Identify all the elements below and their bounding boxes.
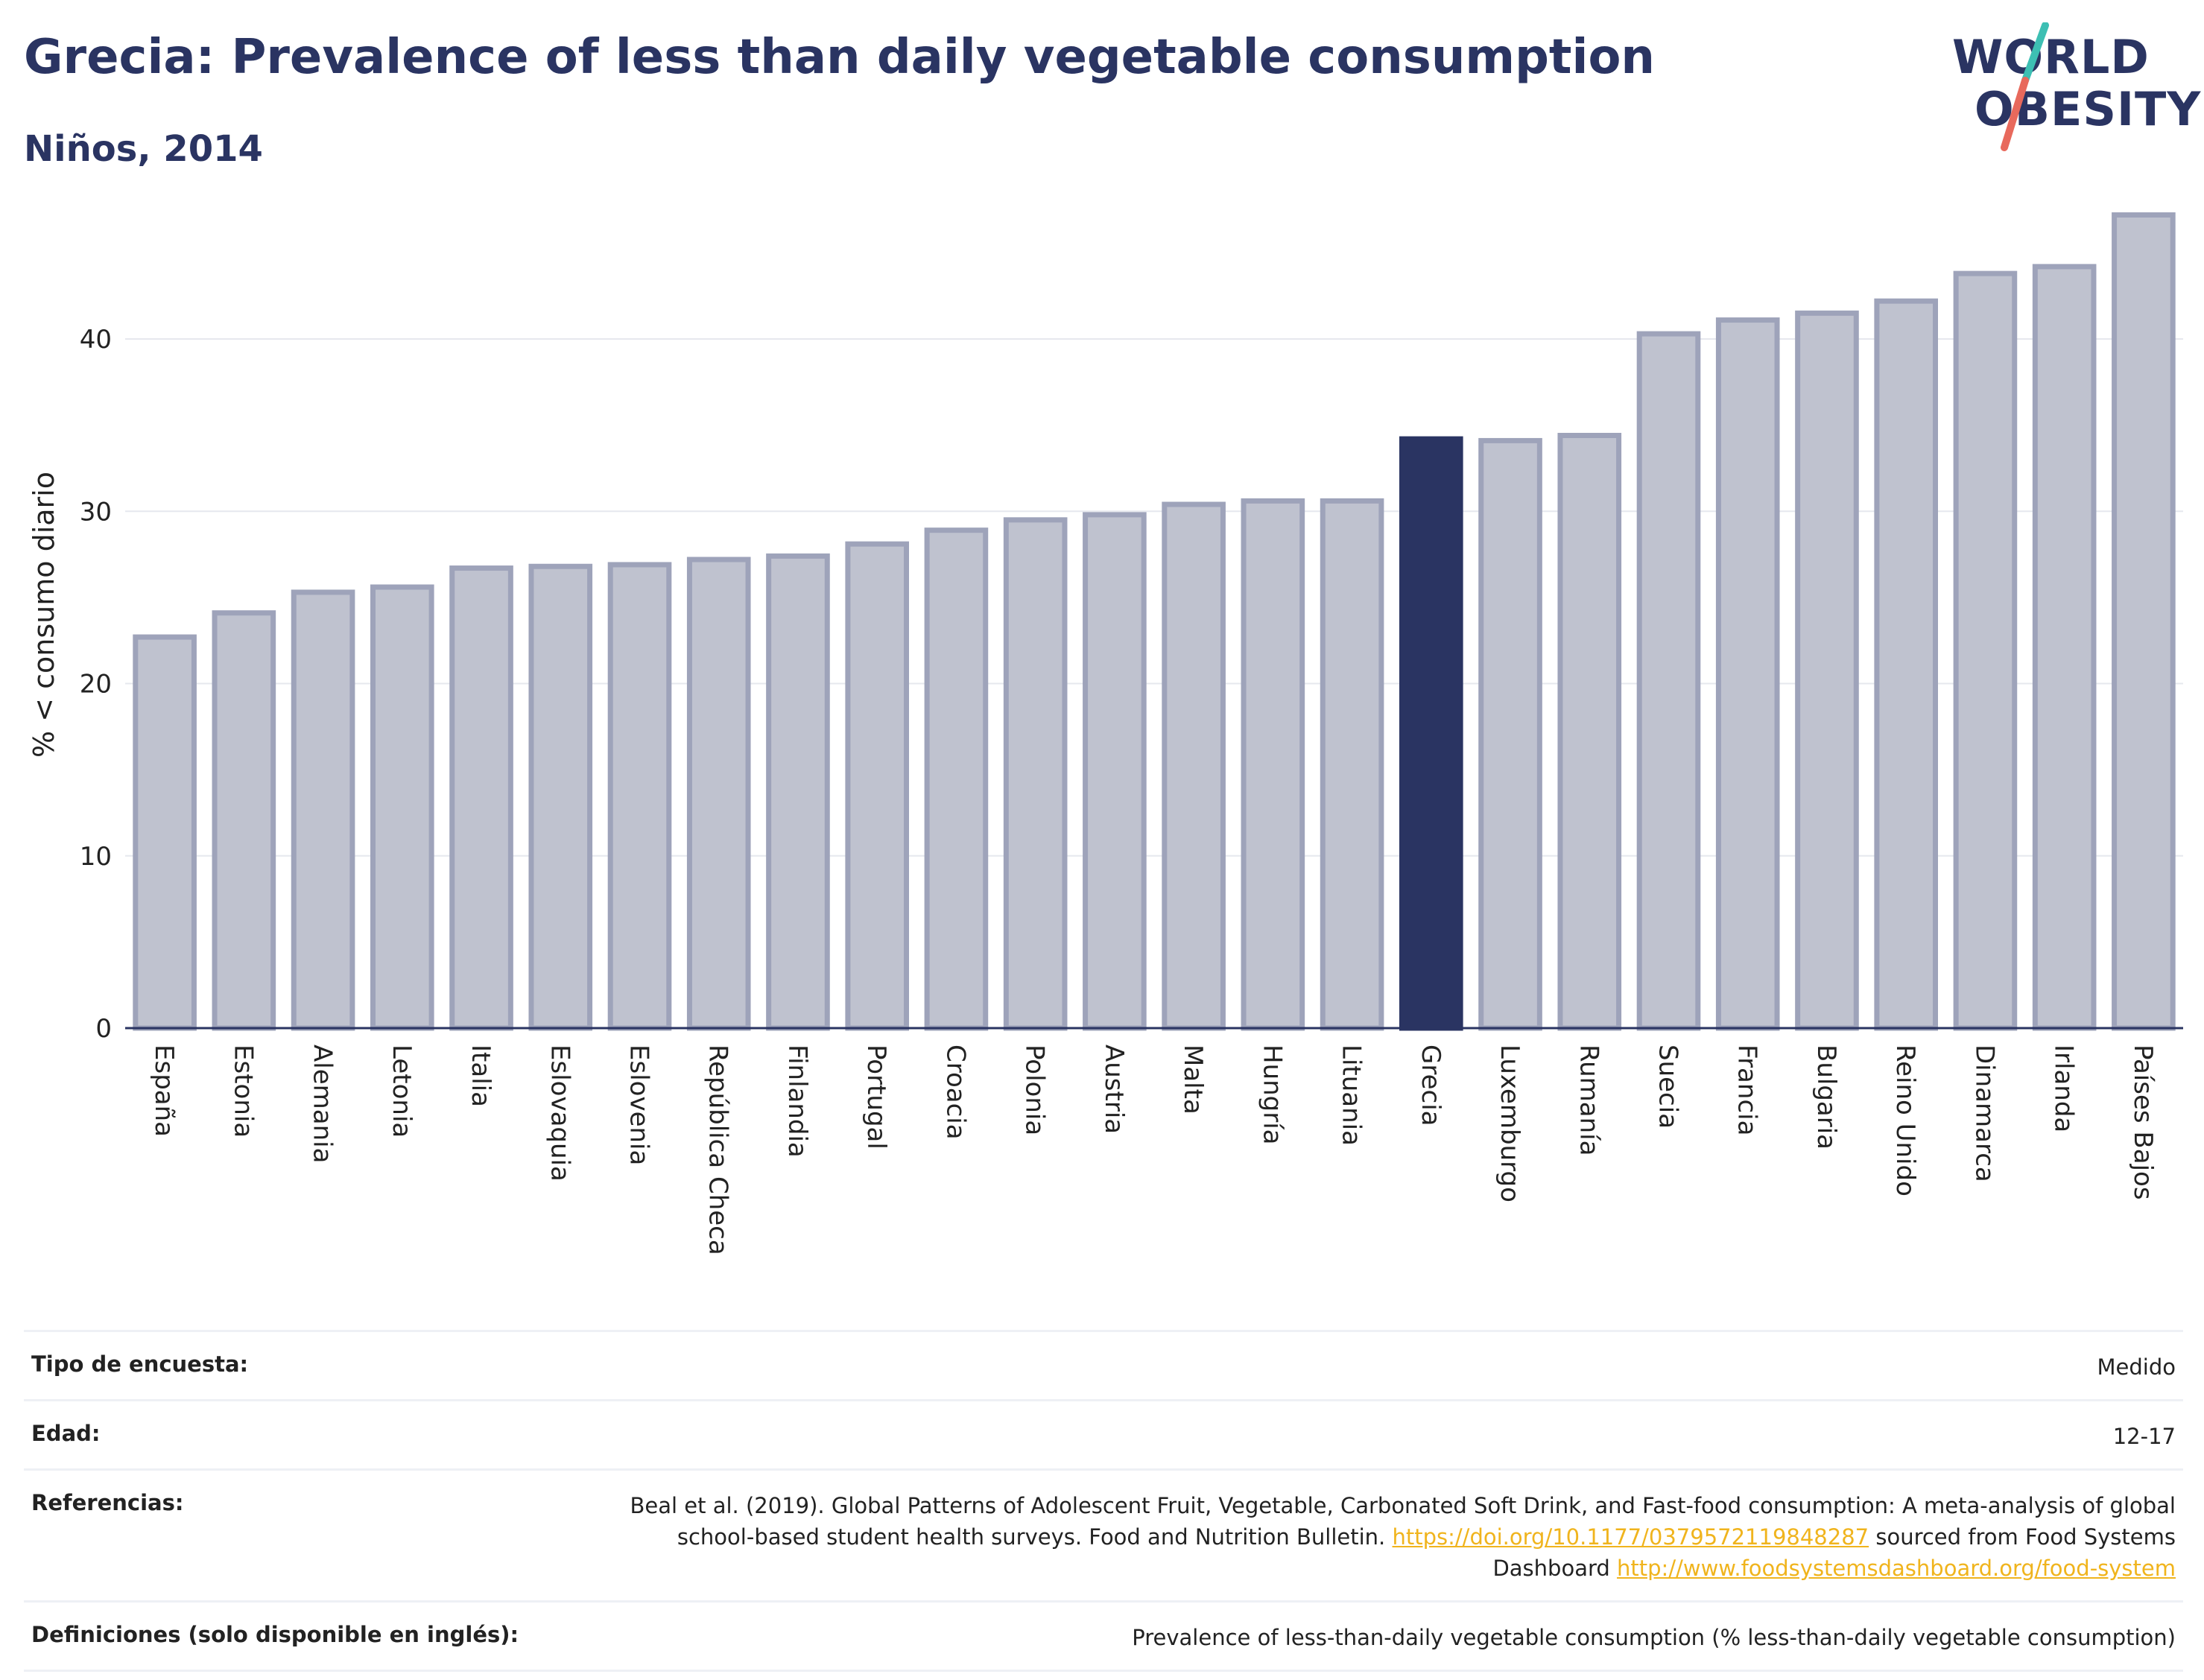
x-tick-label: Estonia xyxy=(228,1045,258,1138)
x-tick-label: República Checa xyxy=(703,1045,733,1255)
doi-link[interactable]: https://doi.org/10.1177/0379572119848287 xyxy=(1392,1524,1869,1550)
age-value: 12-17 xyxy=(2112,1424,2176,1449)
x-tick-label: Francia xyxy=(1732,1045,1762,1135)
x-tick-label: Rumanía xyxy=(1574,1045,1603,1156)
metadata-table: Tipo de encuesta: Medido Edad: 12-17 Ref… xyxy=(24,1330,2183,1672)
food-systems-link[interactable]: http://www.foodsystemsdashboard.org/food… xyxy=(1617,1556,2176,1581)
bar xyxy=(2032,264,2097,1031)
x-tick-label: Italia xyxy=(466,1045,495,1107)
world-obesity-logo: WORLD OBESITY xyxy=(1945,22,2200,156)
x-tick-label: Suecia xyxy=(1653,1045,1683,1129)
x-tick-label: Reino Unido xyxy=(1890,1045,1920,1196)
meta-row-age: Edad: 12-17 xyxy=(24,1399,2183,1468)
y-tick-label: 10 xyxy=(80,842,112,872)
meta-row-references: Referencias: Beal et al. (2019). Global … xyxy=(24,1468,2183,1600)
x-tick-label: Portugal xyxy=(861,1045,891,1150)
bar xyxy=(1715,317,1780,1031)
y-tick-label: 0 xyxy=(95,1014,112,1044)
bar xyxy=(1399,436,1463,1031)
bar xyxy=(1557,433,1622,1031)
bar xyxy=(291,589,355,1031)
y-tick-label: 20 xyxy=(80,670,112,700)
bar xyxy=(924,527,989,1031)
x-tick-label: España xyxy=(149,1045,179,1137)
references-value: Beal et al. (2019). Global Patterns of A… xyxy=(604,1490,2176,1584)
x-tick-label: Luxemburgo xyxy=(1495,1045,1524,1202)
x-tick-label: Finlandia xyxy=(782,1045,812,1158)
bar xyxy=(1874,298,1938,1031)
logo-line1: WORLD xyxy=(1952,30,2150,84)
bar xyxy=(528,563,593,1031)
definitions-value: Prevalence of less-than-daily vegetable … xyxy=(1132,1625,2176,1650)
logo-slash-icon xyxy=(2001,22,2049,151)
x-tick-label: Irlanda xyxy=(2049,1045,2079,1132)
bar xyxy=(1478,437,1542,1031)
x-tick-label: Letonia xyxy=(387,1045,417,1138)
page-subtitle: Niños, 2014 xyxy=(24,128,263,170)
bar xyxy=(212,610,276,1031)
survey-type-value: Medido xyxy=(2097,1354,2176,1380)
bar xyxy=(1083,512,1147,1031)
x-tick-label: Bulgaria xyxy=(1811,1045,1841,1150)
bar xyxy=(766,553,830,1031)
meta-row-survey: Tipo de encuesta: Medido xyxy=(24,1330,2183,1399)
x-tick-label: Eslovaquia xyxy=(545,1045,574,1182)
references-text-2: sourced from Food Systems Dashboard xyxy=(1492,1524,2176,1581)
x-tick-label: Hungría xyxy=(1257,1045,1287,1145)
x-tick-label: Grecia xyxy=(1416,1045,1445,1126)
bar xyxy=(133,634,197,1031)
x-tick-label: Alemania xyxy=(308,1045,338,1163)
x-tick-label: Austria xyxy=(1099,1045,1129,1134)
x-tick-label: Países Bajos xyxy=(2128,1045,2158,1200)
references-label: Referencias: xyxy=(31,1490,184,1515)
y-tick-label: 40 xyxy=(80,325,112,355)
bar xyxy=(845,541,909,1031)
x-tick-label: Malta xyxy=(1178,1045,1208,1115)
bar xyxy=(1162,501,1226,1031)
survey-type-label: Tipo de encuesta: xyxy=(31,1351,249,1377)
bar xyxy=(1636,331,1701,1031)
references-text-1: Beal et al. (2019). Global Patterns of A… xyxy=(630,1493,2176,1550)
bar xyxy=(370,584,434,1031)
bar xyxy=(1241,498,1305,1031)
bar xyxy=(1953,270,2018,1031)
bar xyxy=(1320,498,1384,1031)
y-axis-label: % < consumo diario xyxy=(28,472,60,758)
y-tick-label: 30 xyxy=(80,497,112,527)
bar xyxy=(1003,517,1068,1031)
bar-chart: 0 10 20 30 40 % < consumo diario España Estonia… xyxy=(28,212,2183,1255)
x-tick-label: Croacia xyxy=(940,1045,970,1140)
bar xyxy=(2112,212,2176,1031)
meta-row-definitions: Definiciones (solo disponible en inglés)… xyxy=(24,1600,2183,1672)
x-tick-label: Lituania xyxy=(1337,1045,1367,1146)
bar xyxy=(607,562,672,1031)
definitions-label: Definiciones (solo disponible en inglés)… xyxy=(31,1622,519,1647)
bar xyxy=(449,565,513,1031)
bar xyxy=(686,557,751,1031)
page-title: Grecia: Prevalence of less than daily ve… xyxy=(24,30,1655,85)
age-label: Edad: xyxy=(31,1421,101,1446)
x-tick-label: Polonia xyxy=(1020,1045,1050,1135)
bar xyxy=(1795,310,1859,1031)
x-tick-label: Eslovenia xyxy=(624,1045,654,1165)
x-tick-label: Dinamarca xyxy=(1969,1045,1999,1182)
